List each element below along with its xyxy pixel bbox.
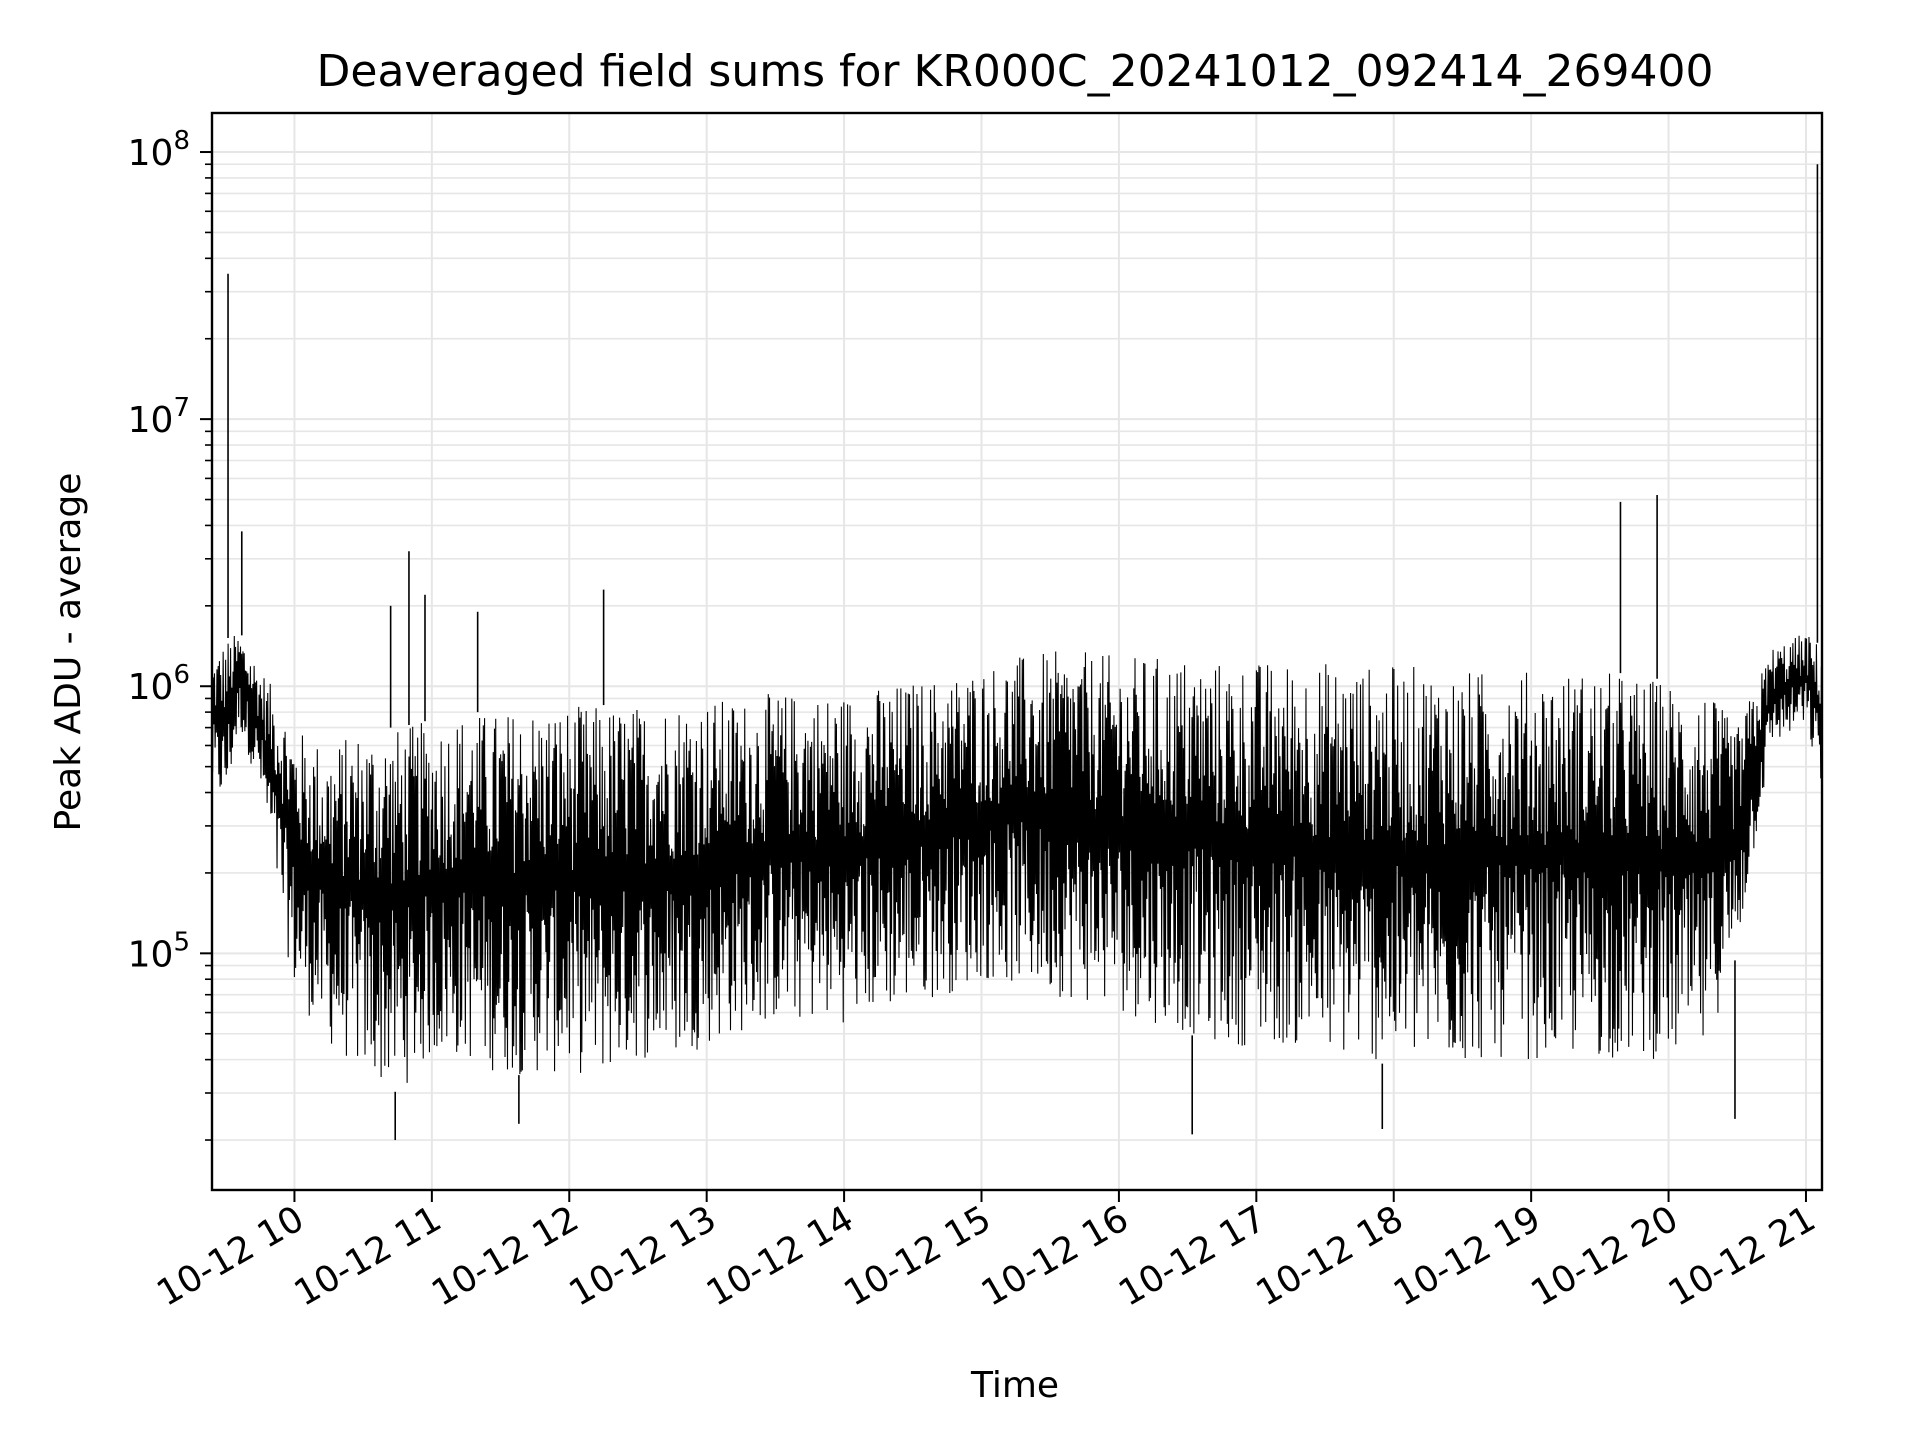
y-axis: 105 106 107 108 [128, 126, 212, 1141]
y-tick-label: 108 [128, 126, 190, 174]
plot-area [211, 164, 1823, 1141]
chart-title: Deaveraged field sums for KR000C_2024101… [317, 46, 1714, 97]
axes-frame [210, 111, 1824, 1192]
x-axis-label: Time [970, 1365, 1059, 1406]
y-axis-label: Peak ADU - average [48, 473, 89, 832]
y-tick-label: 107 [128, 393, 190, 441]
y-tick-label: 106 [128, 660, 190, 708]
y-tick-label: 105 [128, 927, 190, 975]
series-line [211, 635, 1823, 1083]
